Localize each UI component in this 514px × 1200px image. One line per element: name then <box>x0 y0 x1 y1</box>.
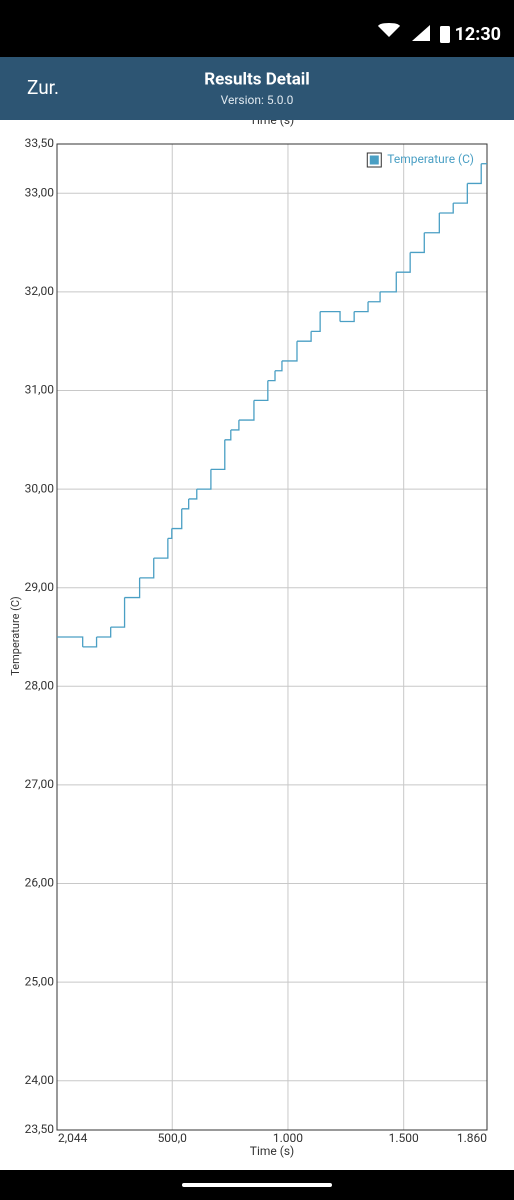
step-segment <box>296 331 312 342</box>
y-tick-label: 24,00 <box>25 1073 55 1087</box>
x-tick-label: 1.860 <box>457 1131 487 1145</box>
legend-label: Temperature (C) <box>387 152 474 166</box>
step-segment <box>171 508 183 530</box>
signal-icon <box>412 25 430 41</box>
step-segment <box>410 232 425 254</box>
step-segment <box>368 291 381 303</box>
app-header <box>0 57 514 120</box>
header-subtitle: Version: 5.0.0 <box>221 93 294 107</box>
x-tick-label: 500,0 <box>158 1131 188 1145</box>
status-icons <box>378 23 450 43</box>
step-segment <box>96 627 112 638</box>
y-tick-label: 28,00 <box>25 678 55 692</box>
x-tick-label: 2,044 <box>58 1131 88 1145</box>
step-segment <box>453 183 468 204</box>
step-segment <box>311 311 321 332</box>
home-indicator[interactable] <box>182 1183 332 1187</box>
back-button[interactable]: Zur. <box>27 76 59 99</box>
y-tick-label: 33,50 <box>25 136 55 150</box>
step-segment <box>196 469 212 490</box>
y-tick-label: 25,00 <box>25 974 55 988</box>
step-segment <box>139 558 155 579</box>
step-segment <box>467 163 482 185</box>
plot: Time (s) 23,50 24,00 25,00 26,00 27,00 28,00 29… <box>9 113 488 1158</box>
step-segment <box>188 489 198 500</box>
header-title: Results Detail <box>204 69 310 89</box>
step-segment <box>56 636 84 647</box>
y-tick-label: 33,00 <box>25 185 55 199</box>
y-axis-label: Temperature (C) <box>9 596 22 676</box>
battery-icon <box>440 26 450 43</box>
y-tick-label: 29,00 <box>25 580 55 594</box>
clock: 12:30 <box>455 24 501 45</box>
step-segment <box>238 400 255 421</box>
x-tick-label: 1.500 <box>389 1131 419 1145</box>
step-segment <box>281 341 298 362</box>
legend-swatch <box>369 155 379 165</box>
step-segment <box>181 498 190 510</box>
step-segment <box>153 538 169 559</box>
wifi-icon <box>378 23 400 37</box>
y-tick-label: 30,00 <box>25 481 55 495</box>
y-tick-label: 23,50 <box>25 1122 55 1136</box>
x-tick-label: 1.000 <box>273 1131 303 1145</box>
step-segment <box>267 370 276 382</box>
step-segment <box>110 597 126 628</box>
step-segment <box>424 213 440 234</box>
step-segment <box>124 577 141 599</box>
step-segment <box>439 203 454 214</box>
step-segment <box>354 301 369 313</box>
y-tick-label: 32,00 <box>25 284 55 298</box>
step-segment <box>224 429 232 441</box>
x-axis-label: Time (s) <box>250 1144 294 1158</box>
y-tick-label: 31,00 <box>25 383 55 397</box>
status-bar <box>0 0 514 57</box>
step-segment <box>167 528 173 540</box>
step-segment <box>396 252 411 273</box>
step-segment <box>230 420 240 431</box>
step-segment <box>380 272 397 293</box>
y-tick-label: 26,00 <box>25 876 55 890</box>
step-segment <box>210 439 226 471</box>
step-segment <box>82 637 98 648</box>
step-segment <box>253 380 269 402</box>
step-segment <box>320 310 341 322</box>
step-segment <box>275 360 283 372</box>
y-tick-label: 27,00 <box>25 777 55 791</box>
step-segment <box>340 311 355 323</box>
